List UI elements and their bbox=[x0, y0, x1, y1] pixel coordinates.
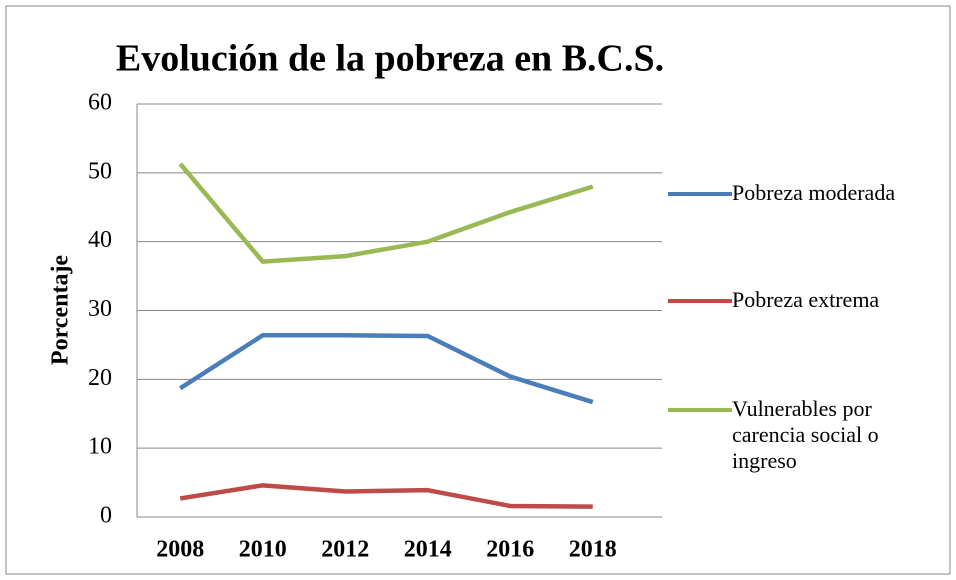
chart-border bbox=[5, 5, 951, 575]
chart-title: Evolución de la pobreza en B.C.S. bbox=[116, 38, 664, 80]
x-tick-label: 2008 bbox=[156, 537, 204, 563]
x-tick-label: 2010 bbox=[239, 537, 287, 563]
y-tick-label: 0 bbox=[100, 503, 112, 529]
x-tick-label: 2016 bbox=[486, 537, 534, 563]
legend-swatch bbox=[668, 192, 732, 196]
legend-label: Pobreza extrema bbox=[732, 287, 880, 312]
legend-label: Pobreza moderada bbox=[732, 180, 896, 205]
legend-swatch bbox=[668, 408, 732, 412]
legend-swatch bbox=[668, 299, 732, 303]
legend-label: Vulnerables por carencia social o ingres… bbox=[732, 396, 879, 473]
x-tick-label: 2014 bbox=[404, 537, 452, 563]
y-tick-label: 50 bbox=[88, 158, 112, 184]
line-series bbox=[178, 162, 594, 264]
y-tick-label: 30 bbox=[88, 296, 112, 322]
x-tick-label: 2012 bbox=[321, 537, 369, 563]
legend-item: Pobreza extrema bbox=[668, 287, 948, 313]
line-series bbox=[179, 483, 593, 509]
legend-item: Pobreza moderada bbox=[668, 180, 948, 206]
legend-item: Vulnerables por carencia social o ingres… bbox=[668, 396, 948, 474]
y-tick-label: 60 bbox=[88, 90, 112, 116]
y-tick-label: 10 bbox=[88, 434, 112, 460]
y-axis-label: Porcentaje bbox=[48, 255, 74, 366]
x-tick-label: 2018 bbox=[569, 537, 617, 563]
y-tick-label: 40 bbox=[88, 227, 112, 253]
line-series bbox=[179, 333, 594, 405]
y-tick-label: 20 bbox=[88, 365, 112, 391]
